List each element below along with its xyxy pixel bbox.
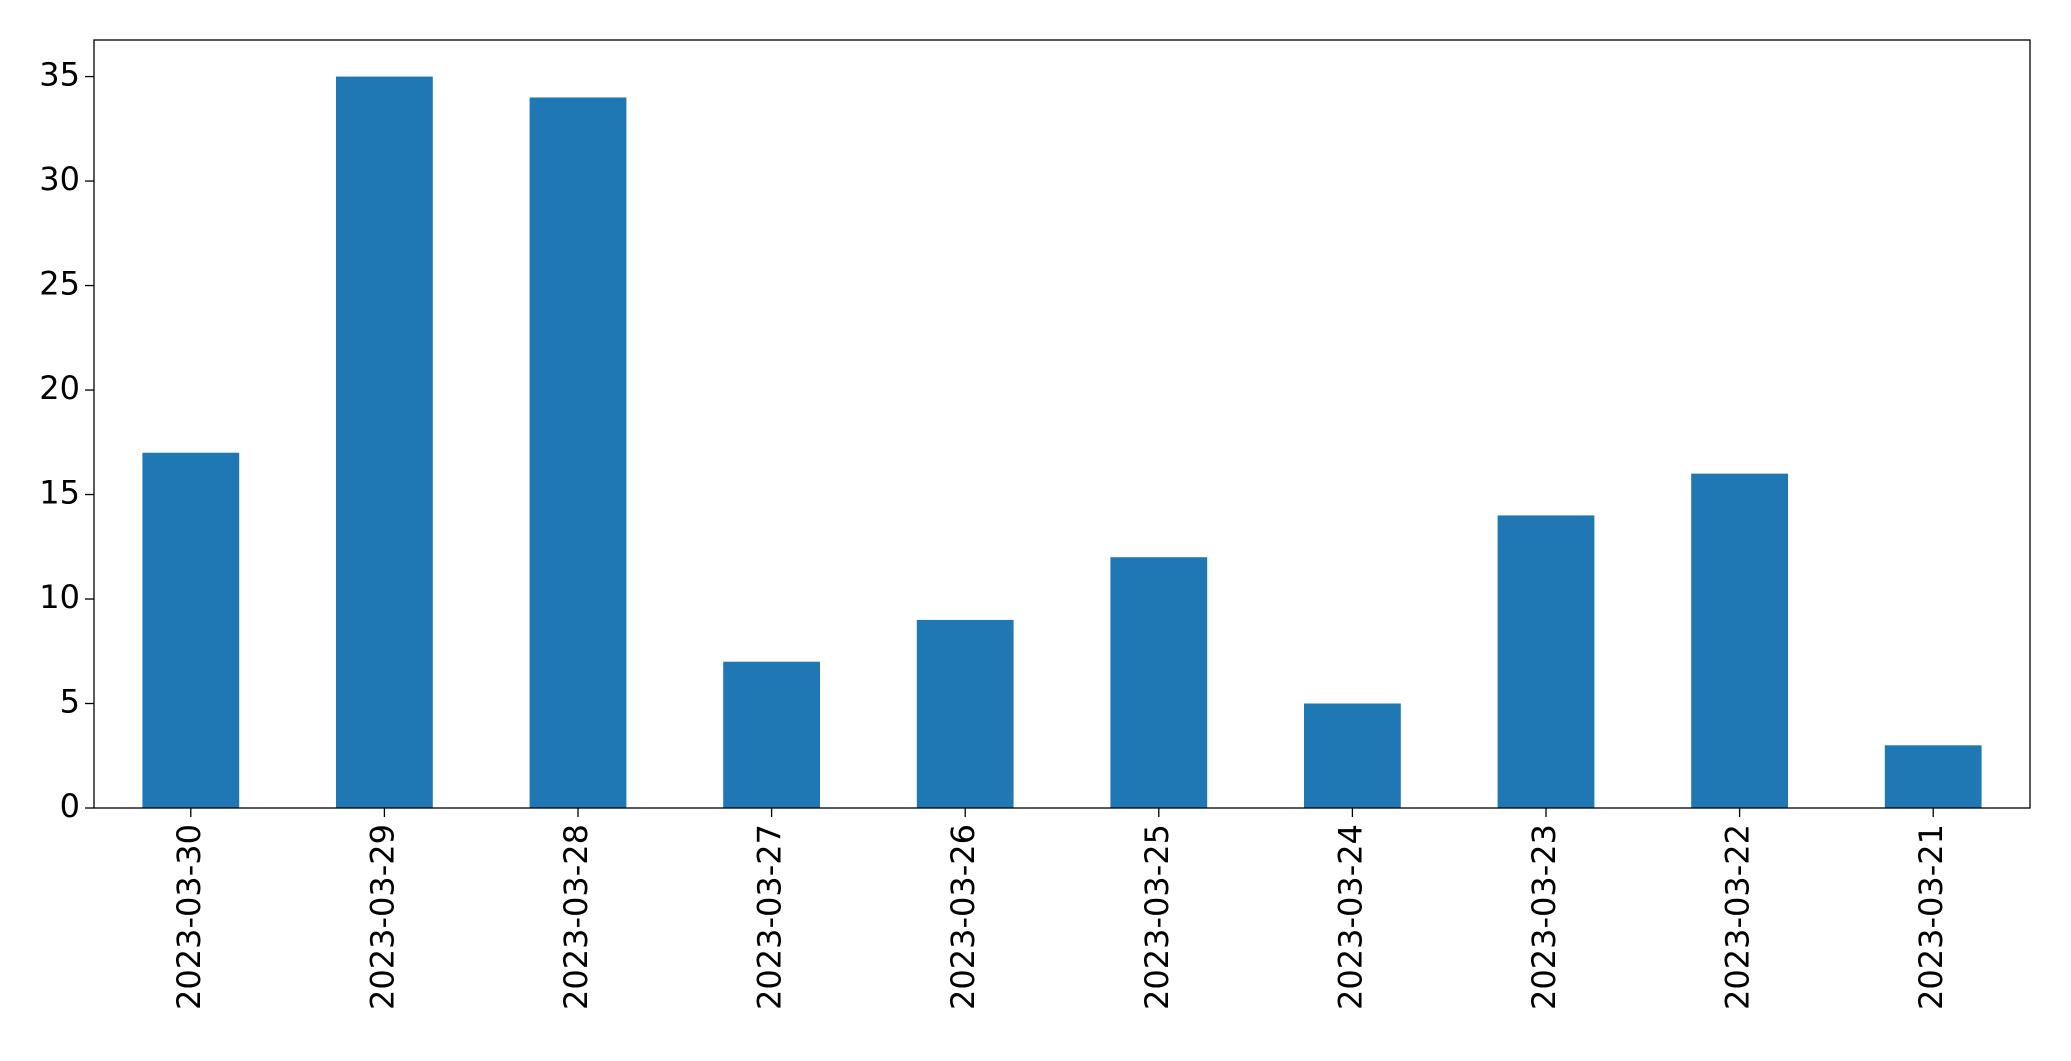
- x-tick-label: 2023-03-23: [1525, 824, 1563, 1010]
- bar: [529, 97, 627, 809]
- bar: [142, 452, 240, 808]
- y-tick-label: 5: [60, 683, 80, 721]
- y-tick-label: 20: [39, 369, 80, 407]
- x-tick-label: 2023-03-22: [1719, 824, 1757, 1010]
- y-tick-label: 30: [39, 160, 80, 198]
- x-tick-label: 2023-03-24: [1331, 824, 1369, 1010]
- bar: [336, 76, 433, 809]
- bar: [916, 619, 1014, 808]
- bar: [1110, 557, 1208, 808]
- bar: [1304, 703, 1401, 808]
- x-tick-label: 2023-03-27: [751, 824, 789, 1010]
- x-tick-label: 2023-03-26: [944, 824, 982, 1010]
- x-tick-label: 2023-03-28: [557, 824, 595, 1010]
- x-tick-label: 2023-03-21: [1912, 824, 1950, 1010]
- y-tick-label: 25: [39, 265, 80, 303]
- y-tick-label: 0: [60, 787, 80, 825]
- x-tick-label: 2023-03-25: [1138, 824, 1176, 1010]
- x-tick-label: 2023-03-29: [363, 824, 401, 1010]
- y-tick-label: 10: [39, 578, 80, 616]
- bar: [1691, 473, 1788, 808]
- axes-frame: [93, 39, 2031, 809]
- bar: [1497, 515, 1595, 808]
- bar: [723, 661, 820, 808]
- x-tick-label: 2023-03-30: [170, 824, 208, 1010]
- y-tick-label: 35: [39, 56, 80, 94]
- bar: [1884, 745, 1982, 808]
- y-tick-label: 15: [39, 474, 80, 512]
